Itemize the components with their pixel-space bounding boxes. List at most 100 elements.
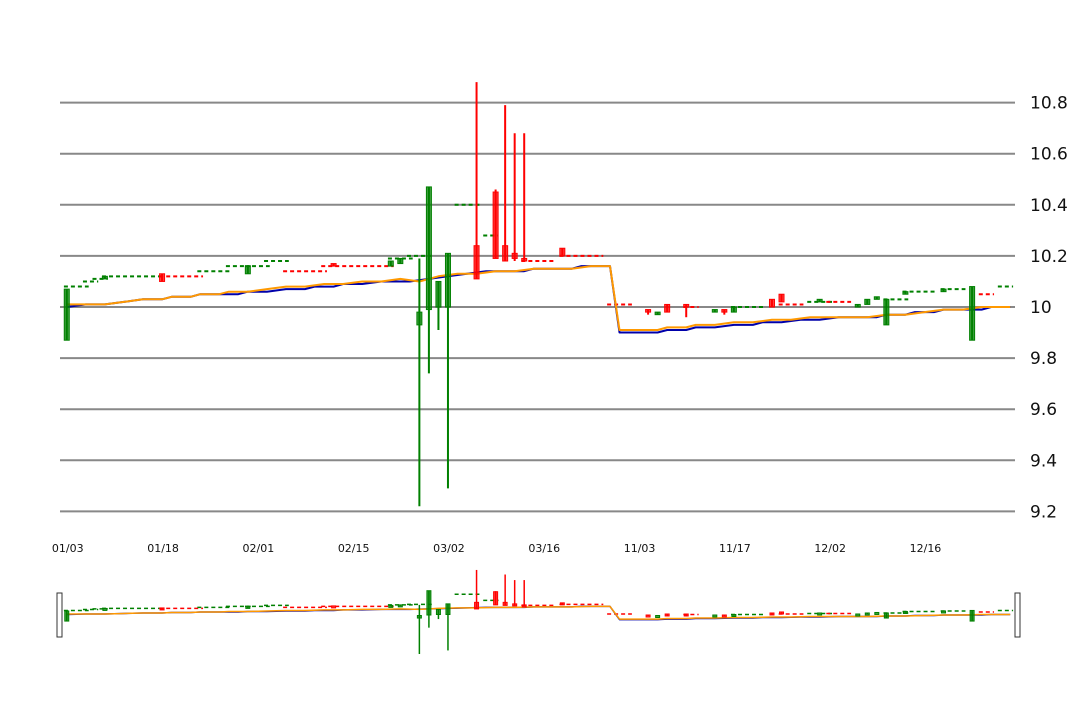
y-tick-label: 10.2 <box>1030 247 1068 267</box>
candle-body <box>388 604 394 608</box>
candle-body <box>712 614 718 618</box>
candle-body <box>425 186 432 311</box>
candle-body <box>416 311 423 326</box>
candle-body <box>654 311 661 316</box>
candle-body <box>397 257 404 265</box>
candle-body <box>873 296 880 300</box>
average-lines <box>66 265 1011 334</box>
candle-body <box>474 601 480 610</box>
candle-body <box>559 602 565 606</box>
candle-body <box>502 245 509 262</box>
navigator-orange-line <box>66 605 1011 620</box>
y-tick-label: 10.8 <box>1030 94 1068 114</box>
candle-body <box>683 613 689 617</box>
candle-body <box>159 607 165 611</box>
candle-body <box>683 303 690 308</box>
candle-body <box>426 590 432 616</box>
dashed-step-series <box>63 203 1014 308</box>
candle-body <box>245 605 251 609</box>
x-tick-label: 12/02 <box>814 542 846 555</box>
candle-body <box>330 263 337 267</box>
y-tick-label: 9.2 <box>1030 502 1057 522</box>
navigator-panel[interactable] <box>56 569 1021 654</box>
candle-body <box>779 611 785 615</box>
candle-body <box>664 303 671 313</box>
candle-body <box>730 306 737 313</box>
candle-body <box>769 612 775 616</box>
x-tick-label: 02/15 <box>338 542 370 555</box>
candle-body <box>63 288 70 341</box>
y-tick-label: 10.4 <box>1030 196 1068 216</box>
candle-body <box>244 265 251 275</box>
candle-body <box>816 298 823 303</box>
candle-body <box>940 288 947 293</box>
navigator-handle-right[interactable] <box>1014 592 1021 638</box>
candle-body <box>521 257 528 262</box>
candle-body <box>416 615 422 619</box>
candle-body <box>941 610 947 614</box>
grid-lines <box>60 101 1015 513</box>
candle-body <box>711 309 718 313</box>
candle-body <box>559 247 566 257</box>
x-tick-label: 03/02 <box>433 542 465 555</box>
candle-body <box>492 191 499 259</box>
y-tick-label: 9.6 <box>1030 400 1057 420</box>
candle-body <box>731 614 737 617</box>
x-tick-label: 02/01 <box>243 542 275 555</box>
candle-body <box>817 612 823 616</box>
candle-body <box>902 610 908 614</box>
candle-body <box>854 303 861 308</box>
candle-series <box>63 82 976 507</box>
candle-body <box>331 605 337 609</box>
candle-body <box>855 613 861 617</box>
candle-body <box>768 298 775 308</box>
candle-body <box>397 604 403 608</box>
y-axis-labels: 9.2 9.4 9.6 9.8 10 10.2 10.4 10.6 10.8 <box>1030 94 1068 523</box>
navigator-handle-left[interactable] <box>56 592 63 638</box>
candle-body <box>969 286 976 341</box>
candle-body <box>645 614 651 618</box>
candle-body <box>387 260 394 267</box>
candle-body <box>101 275 108 280</box>
candle-body <box>645 309 652 313</box>
y-tick-label: 10 <box>1030 298 1052 318</box>
candle-body <box>435 280 442 308</box>
candle-body <box>512 603 518 607</box>
candle-body <box>969 609 975 622</box>
x-tick-label: 12/16 <box>910 542 942 555</box>
x-tick-label: 01/03 <box>52 542 84 555</box>
candle-body <box>64 610 70 622</box>
candle-body <box>883 612 889 619</box>
y-tick-label: 10.6 <box>1030 145 1068 165</box>
candle-body <box>902 291 909 295</box>
candle-body <box>864 298 871 305</box>
x-tick-label: 01/18 <box>147 542 179 555</box>
candle-body <box>664 613 670 617</box>
candle-body <box>159 273 166 282</box>
candle-body <box>874 611 880 615</box>
candle-body <box>721 614 727 618</box>
candle-body <box>511 252 518 259</box>
candle-body <box>493 591 499 606</box>
y-tick-label: 9.4 <box>1030 451 1057 471</box>
candle-body <box>102 607 108 611</box>
candle-body <box>883 298 890 326</box>
candle-body <box>444 252 451 308</box>
candle-body <box>655 615 661 619</box>
candle-body <box>521 604 527 608</box>
candle-body <box>473 245 480 280</box>
x-tick-label: 03/16 <box>528 542 560 555</box>
orange-line <box>66 265 1011 331</box>
y-tick-label: 9.8 <box>1030 349 1057 369</box>
candle-body <box>778 293 785 303</box>
candle-body <box>445 603 451 616</box>
x-tick-label: 11/17 <box>719 542 751 555</box>
x-tick-label: 11/03 <box>624 542 656 555</box>
navigator-steps <box>63 593 1014 616</box>
candle-body <box>502 601 508 606</box>
candle-body <box>721 309 728 313</box>
navigator-candles <box>64 569 975 654</box>
x-axis-labels: 01/03 01/18 02/01 02/15 03/02 03/16 11/03 11/17… <box>52 542 941 555</box>
candle-body <box>435 608 441 615</box>
